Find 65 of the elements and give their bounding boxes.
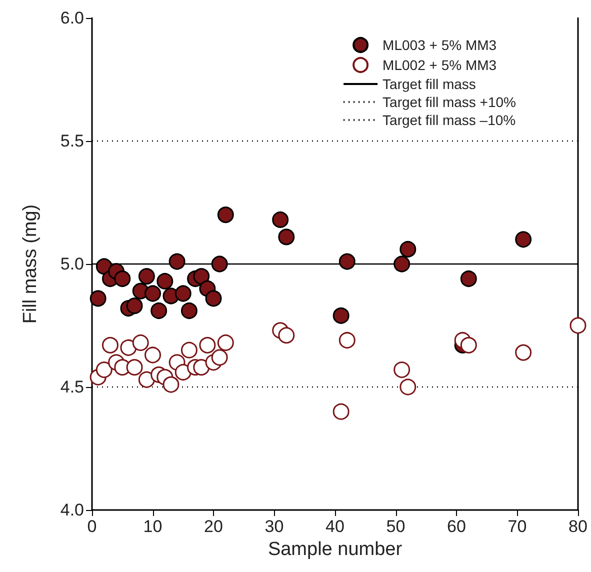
y-tick-label: 4.0 xyxy=(60,500,84,520)
point xyxy=(138,371,155,388)
x-tick-label: 40 xyxy=(326,517,344,536)
point xyxy=(515,231,532,248)
legend-label: ML002 + 5% MM3 xyxy=(382,57,497,73)
x-tick-label: 0 xyxy=(87,517,97,536)
point xyxy=(460,336,477,354)
point xyxy=(180,342,198,358)
point xyxy=(102,336,118,354)
point xyxy=(217,206,234,224)
x-tick-label: 30 xyxy=(264,517,284,536)
y-tick-label: 5.5 xyxy=(60,132,84,150)
point xyxy=(278,228,295,246)
point xyxy=(338,332,356,349)
point xyxy=(114,270,131,288)
y-axis-title: Fill mass (mg) xyxy=(20,204,41,324)
point xyxy=(199,336,216,354)
point xyxy=(217,334,234,351)
x-tick-label: 80 xyxy=(568,517,588,536)
x-tick-label: 70 xyxy=(508,517,527,536)
point xyxy=(120,339,137,356)
point xyxy=(332,307,350,324)
point xyxy=(138,268,155,285)
point xyxy=(174,364,192,380)
x-axis-title: Sample number xyxy=(268,539,403,560)
point xyxy=(338,253,356,270)
point xyxy=(193,268,210,285)
x-tick-label: 10 xyxy=(143,517,162,536)
point xyxy=(205,290,222,307)
point xyxy=(211,349,228,366)
point xyxy=(96,362,112,378)
y-tick-label: 5.0 xyxy=(60,254,84,274)
point xyxy=(570,317,586,334)
point xyxy=(126,298,143,314)
legend-label: Target fill mass –10% xyxy=(382,112,516,128)
point xyxy=(400,378,416,396)
point xyxy=(90,290,106,307)
point xyxy=(132,334,149,351)
point xyxy=(394,256,410,272)
point xyxy=(168,253,186,270)
point xyxy=(156,272,174,290)
point xyxy=(394,362,410,378)
point xyxy=(144,346,161,364)
point xyxy=(162,376,180,393)
point xyxy=(174,285,192,302)
point xyxy=(211,256,228,272)
point xyxy=(193,359,210,376)
point xyxy=(150,302,168,319)
legend-label: Target fill mass +10% xyxy=(382,94,516,110)
point xyxy=(515,344,532,361)
x-tick-label: 50 xyxy=(386,517,406,536)
point xyxy=(278,327,295,344)
point xyxy=(400,240,416,258)
point xyxy=(126,359,143,376)
point xyxy=(272,211,289,228)
point xyxy=(180,302,198,319)
legend-label: Target fill mass xyxy=(382,76,476,92)
point xyxy=(460,270,477,288)
legend-label: ML003 + 5% MM3 xyxy=(382,37,497,53)
y-tick-label: 6.0 xyxy=(60,8,84,28)
point xyxy=(144,285,161,302)
x-tick-label: 60 xyxy=(447,517,466,536)
x-tick-label: 20 xyxy=(204,517,223,536)
y-tick-label: 4.5 xyxy=(60,378,84,396)
point xyxy=(332,403,350,420)
